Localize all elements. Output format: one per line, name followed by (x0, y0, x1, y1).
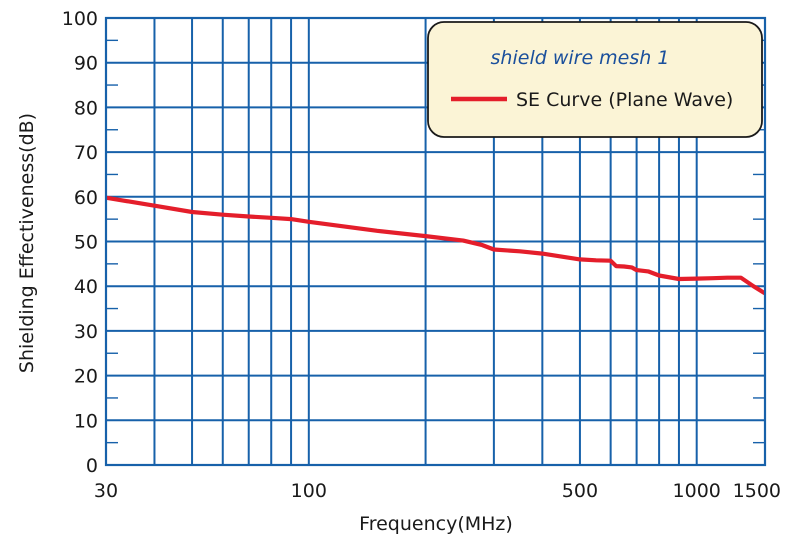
x-tick-label: 1500 (733, 480, 781, 502)
y-tick-label: 30 (74, 321, 98, 343)
y-axis-title: Shielding Effectiveness(dB) (16, 113, 38, 373)
plot-frame (104, 16, 767, 467)
y-tick-labels: 0 10 20 30 40 50 60 70 80 90 100 (62, 8, 98, 477)
x-tick-label: 30 (94, 480, 118, 502)
series-line (105, 195, 767, 296)
series-layer (105, 195, 767, 296)
y-tick-label: 0 (86, 455, 98, 477)
x-tick-label: 500 (562, 480, 598, 502)
y-tick-label: 100 (62, 8, 98, 30)
y-tick-label: 20 (74, 366, 98, 388)
minor-y-ticks (106, 39, 765, 444)
x-tick-labels: 30 100 500 1000 1500 (94, 480, 781, 502)
y-tick-label: 90 (74, 53, 98, 75)
y-tick-label: 80 (74, 97, 98, 119)
y-tick-label: 50 (74, 232, 98, 254)
y-tick-label: 60 (74, 187, 98, 209)
y-tick-label: 40 (74, 276, 98, 298)
x-axis-title: Frequency(MHz) (359, 513, 513, 535)
y-tick-label: 10 (74, 410, 98, 432)
x-tick-label: 100 (291, 480, 327, 502)
y-tick-label: 70 (74, 142, 98, 164)
legend: shield wire mesh 1 SE Curve (Plane Wave) (427, 21, 763, 138)
legend-box (427, 21, 763, 138)
legend-label: SE Curve (Plane Wave) (516, 89, 733, 111)
legend-title: shield wire mesh 1 (491, 47, 670, 69)
x-tick-label: 1000 (673, 480, 721, 502)
